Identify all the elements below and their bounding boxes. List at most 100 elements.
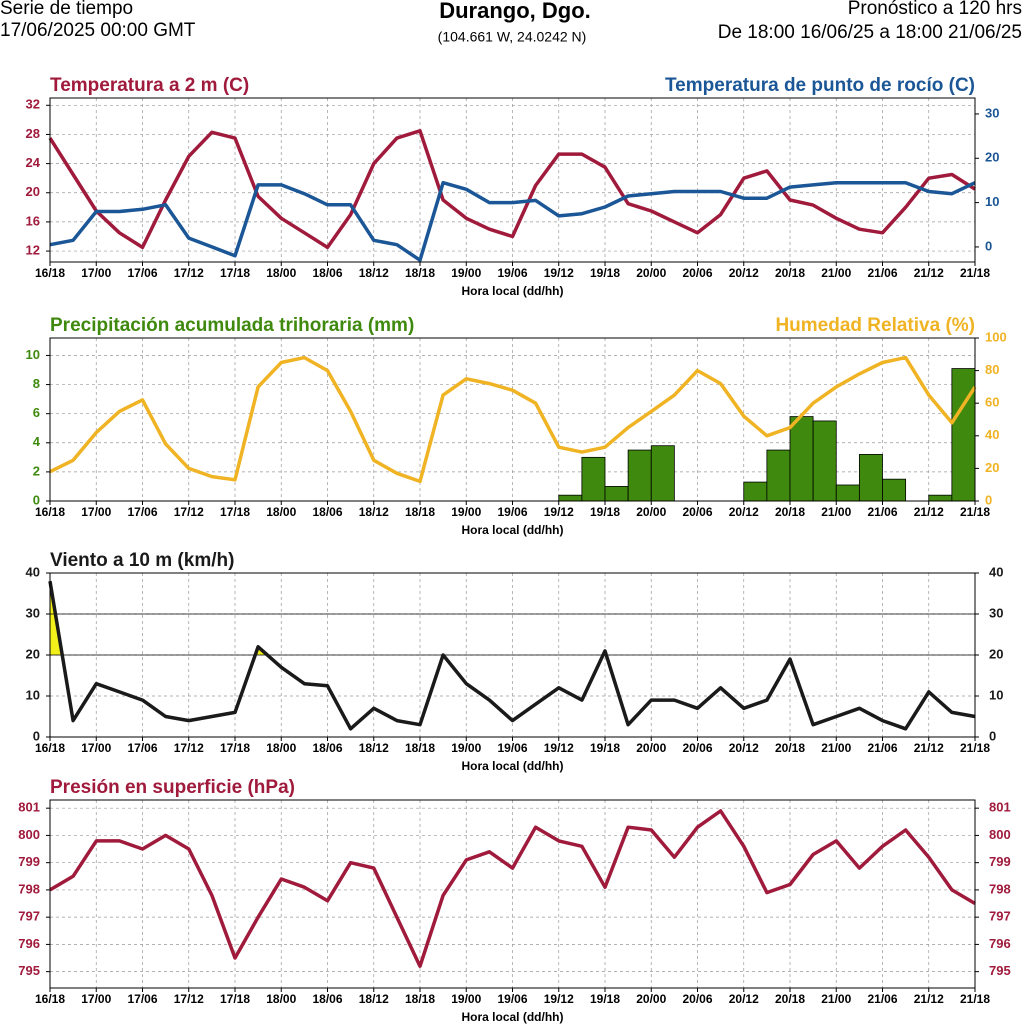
y-tick-label: 12 [26, 243, 40, 258]
x-axis-label: Hora local (dd/hh) [462, 523, 564, 537]
x-tick-label: 17/06 [127, 266, 157, 280]
series-line [49, 355, 977, 484]
x-tick-label: 18/12 [359, 992, 389, 1006]
x-tick-label: 20/18 [775, 992, 805, 1006]
y-tick-label: 795 [18, 963, 40, 978]
y-tick-label: 20 [26, 184, 40, 199]
y-tick-label: 10 [26, 687, 40, 702]
x-tick-label: 20/18 [775, 741, 805, 755]
y-tick-label: 4 [33, 434, 41, 449]
x-tick-label: 17/00 [81, 505, 111, 519]
y-tick-label: 798 [18, 881, 40, 896]
x-tick-label: 20/00 [636, 741, 666, 755]
x-tick-label: 21/18 [960, 992, 990, 1006]
y-tick-label-right: 797 [989, 909, 1011, 924]
x-tick-label: 19/12 [544, 992, 574, 1006]
x-tick-label: 19/06 [497, 505, 527, 519]
y-tick-label-right: 799 [989, 854, 1011, 869]
series-title: Temperatura a 2 m (C) [50, 75, 249, 96]
x-tick-label: 17/18 [220, 266, 250, 280]
x-tick-label: 19/12 [544, 741, 574, 755]
x-tick-label: 20/12 [729, 505, 759, 519]
x-tick-label: 18/18 [405, 505, 435, 519]
x-tick-label: 20/00 [636, 992, 666, 1006]
x-tick-label: 16/18 [35, 741, 65, 755]
y2-tick-label: 100 [985, 329, 1007, 344]
x-tick-label: 19/18 [590, 992, 620, 1006]
x-tick-label: 21/12 [914, 741, 944, 755]
y-tick-label-right: 20 [989, 646, 1003, 661]
x-tick-label: 20/06 [682, 741, 712, 755]
x-tick-label: 21/06 [867, 992, 897, 1006]
x-tick-label: 19/12 [544, 505, 574, 519]
bar [766, 449, 791, 502]
x-tick-label: 19/12 [544, 266, 574, 280]
y2-tick-label: 10 [985, 194, 999, 209]
y-tick-label-right: 795 [989, 963, 1011, 978]
x-tick-label: 21/06 [867, 741, 897, 755]
y-tick-label-right: 796 [989, 936, 1011, 951]
x-tick-label: 18/18 [405, 741, 435, 755]
x-tick-label: 16/18 [35, 992, 65, 1006]
x-tick-label: 18/18 [405, 266, 435, 280]
x-tick-label: 17/18 [220, 992, 250, 1006]
x-tick-label: 18/06 [312, 505, 342, 519]
y-tick-label: 796 [18, 936, 40, 951]
x-tick-label: 19/06 [497, 741, 527, 755]
bar [558, 494, 583, 502]
x-axis-label: Hora local (dd/hh) [462, 1010, 564, 1024]
y-tick-label-right: 30 [989, 605, 1003, 620]
x-tick-label: 20/18 [775, 505, 805, 519]
x-tick-label: 19/18 [590, 741, 620, 755]
header-right-2: De 18:00 16/06/25 a 18:00 21/06/25 [718, 22, 1022, 43]
x-tick-label: 21/18 [960, 505, 990, 519]
y-tick-label-right: 40 [989, 564, 1003, 579]
x-tick-label: 17/00 [81, 741, 111, 755]
plot-frame [49, 97, 976, 263]
y2-tick-label: 20 [985, 460, 999, 475]
y-tick-label: 32 [26, 97, 40, 112]
x-tick-label: 21/06 [867, 266, 897, 280]
x-tick-label: 17/18 [220, 741, 250, 755]
x-tick-label: 16/18 [35, 266, 65, 280]
bar [743, 481, 768, 502]
y-tick-label: 10 [26, 347, 40, 362]
x-tick-label: 18/06 [312, 266, 342, 280]
x-tick-label: 21/18 [960, 741, 990, 755]
x-tick-label: 19/00 [451, 741, 481, 755]
x-tick-label: 17/12 [174, 505, 204, 519]
x-tick-label: 21/12 [914, 505, 944, 519]
bar [812, 420, 837, 502]
series-title: Humedad Relativa (%) [775, 315, 975, 336]
y2-tick-label: 0 [985, 492, 992, 507]
x-tick-label: 21/06 [867, 505, 897, 519]
x-tick-label: 19/00 [451, 266, 481, 280]
bar [858, 454, 883, 502]
series-title: Presión en superficie (hPa) [50, 777, 295, 798]
y-tick-label: 797 [18, 909, 40, 924]
x-tick-label: 19/00 [451, 992, 481, 1006]
y-tick-label: 16 [26, 213, 40, 228]
y-tick-label: 30 [26, 605, 40, 620]
x-tick-label: 17/18 [220, 505, 250, 519]
header-right-1: Pronóstico a 120 hrs [848, 0, 1022, 19]
y-tick-label: 40 [26, 564, 40, 579]
x-tick-label: 20/18 [775, 266, 805, 280]
x-tick-label: 17/06 [127, 741, 157, 755]
x-axis-label: Hora local (dd/hh) [462, 759, 564, 773]
bar [604, 486, 629, 502]
x-tick-label: 18/00 [266, 505, 296, 519]
x-tick-label: 18/12 [359, 741, 389, 755]
header-left-1: Serie de tiempo [0, 0, 133, 19]
x-tick-label: 18/00 [266, 741, 296, 755]
y-tick-label: 20 [26, 646, 40, 661]
y-tick-label: 28 [26, 126, 40, 141]
x-tick-label: 16/18 [35, 505, 65, 519]
y-tick-label: 0 [33, 728, 40, 743]
y-tick-label-right: 798 [989, 881, 1011, 896]
y2-tick-label: 30 [985, 105, 999, 120]
y2-tick-label: 60 [985, 395, 999, 410]
y-tick-label-right: 0 [989, 728, 996, 743]
y-tick-label: 24 [26, 155, 41, 170]
y-tick-label-right: 801 [989, 800, 1011, 815]
